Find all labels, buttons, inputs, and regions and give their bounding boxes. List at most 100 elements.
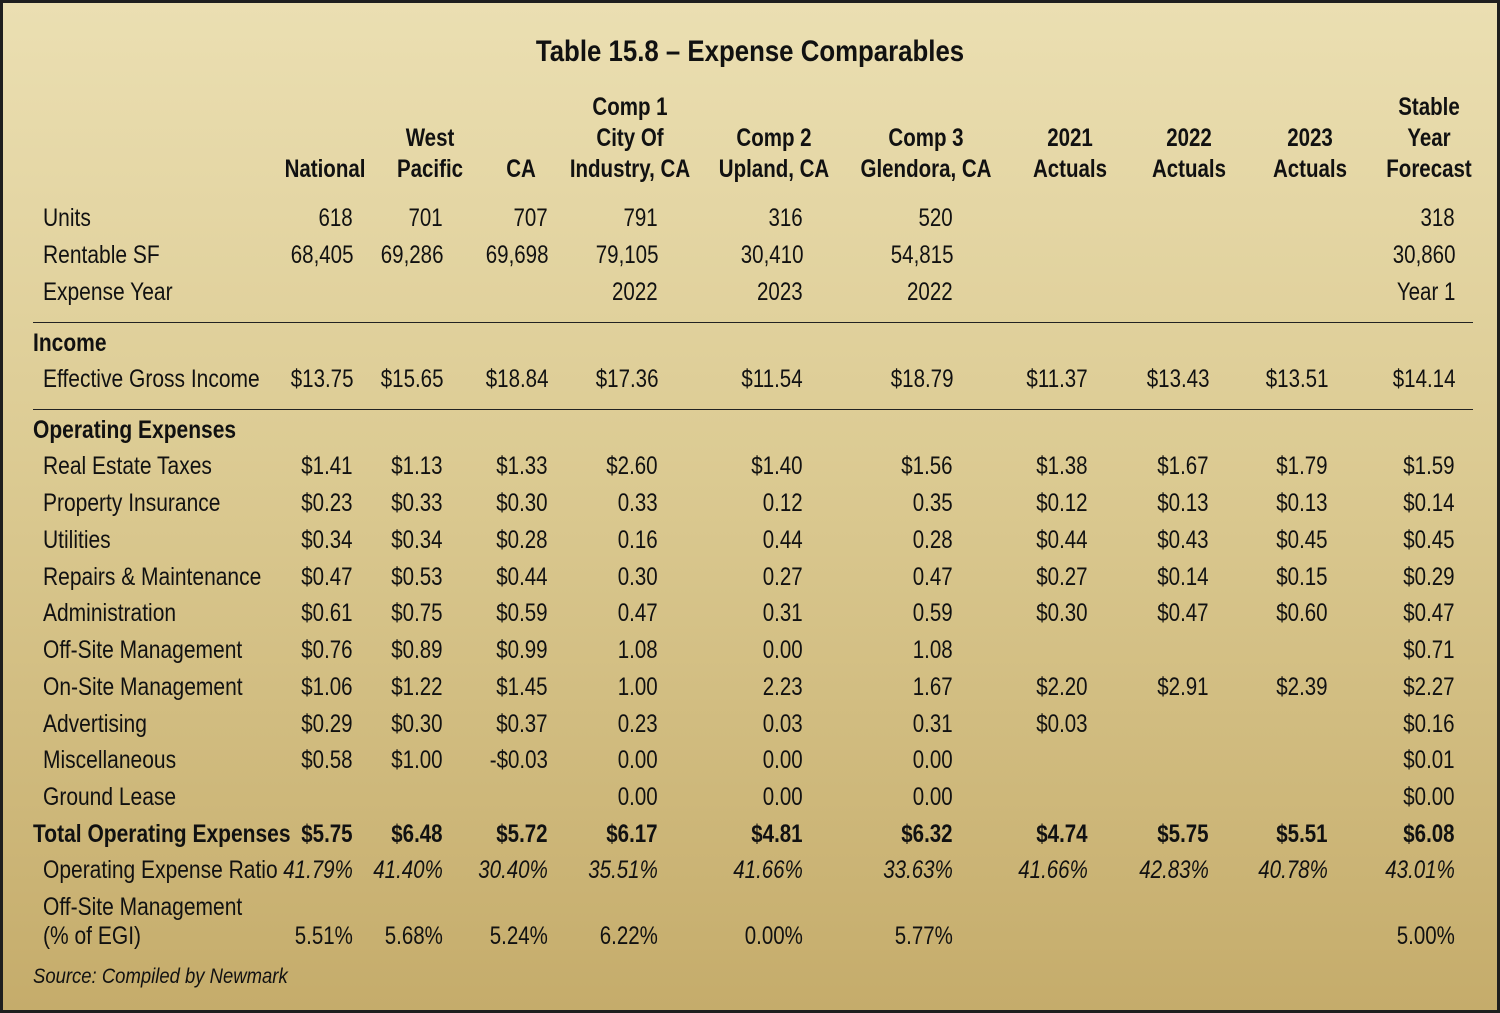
table-row: Total Operating Expenses $5.75 $6.48 $5.72 $…: [3, 820, 1497, 854]
table-cell: 54,815: [890, 241, 953, 269]
table-cell: 0.03: [763, 710, 803, 738]
table-cell: 2022: [612, 278, 658, 306]
column-header-line: Actuals: [1032, 155, 1108, 183]
table-cell: $6.08: [1403, 820, 1455, 848]
table-cell: $0.47: [1157, 599, 1209, 627]
table-cell: $1.00: [391, 746, 443, 774]
table-cell: 43.01%: [1385, 856, 1455, 884]
table-cell: $2.20: [1036, 673, 1088, 701]
table-cell: $1.06: [301, 673, 353, 701]
column-header-line: City Of: [596, 124, 664, 152]
column-header-line: 2021: [1047, 124, 1093, 152]
table-row: Utilities $0.34 $0.34 $0.28 0.16 0.44 0.28 $0.4…: [3, 526, 1497, 560]
table-cell: 0.44: [763, 526, 803, 554]
table-cell: 618: [318, 204, 353, 232]
table-cell: $1.67: [1157, 452, 1209, 480]
table-cell: 30,410: [740, 241, 803, 269]
table-cell: 79,105: [595, 241, 658, 269]
table-cell: $0.61: [301, 599, 353, 627]
table-cell: 1.00: [618, 673, 658, 701]
table-row: Miscellaneous $0.58 $1.00 -$0.03 0.00 0.00 0.0…: [3, 746, 1497, 780]
table-cell: $0.30: [1036, 599, 1088, 627]
row-label: Ground Lease: [43, 783, 177, 811]
row-label: Real Estate Taxes: [43, 452, 212, 480]
column-header-line: Year: [1407, 124, 1451, 152]
table-cell: 1.08: [618, 636, 658, 664]
row-label: Off-Site Management: [43, 893, 243, 921]
table-cell: $0.29: [301, 710, 353, 738]
table-cell: $13.43: [1146, 365, 1209, 393]
table-cell: 0.00: [763, 746, 803, 774]
column-header: Comp 3 Glendora, CA: [836, 123, 1016, 185]
table-cell: 5.68%: [384, 922, 443, 950]
table-cell: $0.30: [496, 489, 548, 517]
table-cell: 5.24%: [489, 922, 548, 950]
table-row: Repairs & Maintenance $0.47 $0.53 $0.44 0.30…: [3, 563, 1497, 597]
table-cell: 0.35: [913, 489, 953, 517]
table-cell: -$0.03: [489, 746, 548, 774]
table-cell: $0.03: [1036, 710, 1088, 738]
table-cell: $11.54: [741, 365, 803, 393]
table-cell: $0.23: [301, 489, 353, 517]
table-cell: $18.84: [485, 365, 548, 393]
table-cell: $1.33: [496, 452, 548, 480]
table-cell: $6.32: [901, 820, 953, 848]
table-row: Administration $0.61 $0.75 $0.59 0.47 0.31 0.5…: [3, 599, 1497, 633]
table-cell: 2022: [907, 278, 953, 306]
table-row: Property Insurance $0.23 $0.33 $0.30 0.33 0.1…: [3, 489, 1497, 523]
table-cell: 41.66%: [733, 856, 803, 884]
table-cell: $18.79: [890, 365, 953, 393]
table-cell: 6.22%: [599, 922, 658, 950]
table-cell: $0.15: [1276, 563, 1328, 591]
table-title-text: Table 15.8 – Expense Comparables: [535, 35, 965, 68]
table-cell: $2.91: [1157, 673, 1209, 701]
table-cell: $1.56: [901, 452, 953, 480]
table-cell: 35.51%: [588, 856, 658, 884]
table-row: On-Site Management $1.06 $1.22 $1.45 1.00 2.2…: [3, 673, 1497, 707]
row-label: Total Operating Expenses: [33, 820, 291, 848]
table-cell: $17.36: [595, 365, 658, 393]
column-header-line: Actuals: [1272, 155, 1348, 183]
row-label: Units: [43, 204, 91, 232]
table-cell: $1.79: [1276, 452, 1328, 480]
table-cell: 5.51%: [294, 922, 353, 950]
column-header-line: Industry, CA: [569, 155, 691, 183]
table-cell: 0.16: [618, 526, 658, 554]
column-header-line: 2023: [1287, 124, 1333, 152]
table-cell: $14.14: [1392, 365, 1455, 393]
table-cell: 0.00: [618, 746, 658, 774]
table-cell: 1.67: [913, 673, 953, 701]
table-cell: $0.01: [1403, 746, 1455, 774]
table-cell: $0.34: [391, 526, 443, 554]
column-header: West Pacific: [340, 123, 520, 185]
table-cell: $0.47: [1403, 599, 1455, 627]
table-cell: 40.78%: [1258, 856, 1328, 884]
table-cell: 0.30: [618, 563, 658, 591]
table-cell: $1.13: [391, 452, 443, 480]
table-cell: $0.89: [391, 636, 443, 664]
table-cell: $0.43: [1157, 526, 1209, 554]
table-cell: $1.40: [751, 452, 803, 480]
column-header-line: Pacific: [396, 155, 464, 183]
column-header-line: National: [284, 155, 366, 183]
table-cell: $6.17: [606, 820, 658, 848]
table-cell: $0.76: [301, 636, 353, 664]
table-cell: $0.44: [1036, 526, 1088, 554]
table-cell: $0.75: [391, 599, 443, 627]
table-cell: 0.47: [618, 599, 658, 627]
table-row: Rentable SF 68,405 69,286 69,698 79,105 30,41…: [3, 241, 1497, 275]
column-header: 2023 Actuals: [1220, 123, 1400, 185]
table-cell: $0.45: [1403, 526, 1455, 554]
table-cell: 791: [623, 204, 658, 232]
table-cell: 68,405: [290, 241, 353, 269]
table-cell: $0.27: [1036, 563, 1088, 591]
divider: [33, 322, 1473, 323]
table-cell: 33.63%: [883, 856, 953, 884]
column-header: Stable Year Forecast: [1339, 92, 1500, 185]
column-header-line: 2022: [1166, 124, 1212, 152]
table-cell: 69,286: [380, 241, 443, 269]
table-cell: $0.44: [496, 563, 548, 591]
table-cell: 520: [918, 204, 953, 232]
column-header: 2021 Actuals: [980, 123, 1160, 185]
